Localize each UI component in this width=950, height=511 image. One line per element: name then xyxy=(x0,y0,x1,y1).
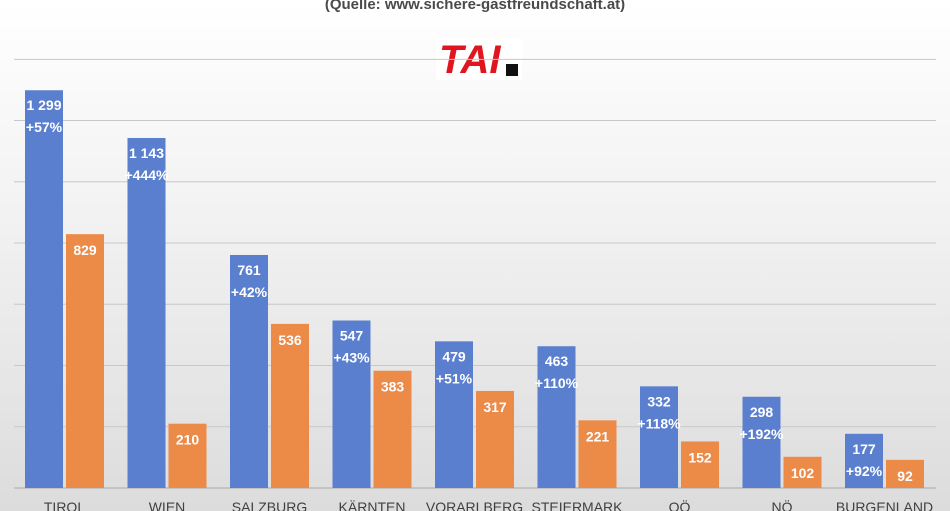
bar-series2 xyxy=(271,323,309,488)
bar-series2 xyxy=(66,234,104,488)
data-label-value: 210 xyxy=(176,432,200,448)
category-label: NÖ xyxy=(772,498,793,511)
bar-series1 xyxy=(332,320,371,488)
bar-series1 xyxy=(230,254,268,488)
data-label-change: +42% xyxy=(231,284,268,300)
data-label-value: 152 xyxy=(688,449,712,465)
source-caption: (Quelle: www.sichere-gastfreundschaft.at… xyxy=(324,0,626,13)
data-label-value: 102 xyxy=(791,465,815,481)
data-label-change: +57% xyxy=(26,119,63,135)
data-label-value: 829 xyxy=(73,242,97,258)
data-label-change: +51% xyxy=(436,370,473,386)
category-label: TIROL xyxy=(44,499,85,511)
bar-series2 xyxy=(783,456,822,488)
bar-series2 xyxy=(681,441,719,488)
data-label-value: 332 xyxy=(647,393,671,409)
data-label-change: +110% xyxy=(535,375,579,391)
data-label-value: 317 xyxy=(483,399,507,415)
bar-series1 xyxy=(640,386,678,488)
data-label-change: +92% xyxy=(846,463,883,479)
data-label-change: +444% xyxy=(125,167,170,183)
category-label: SALZBURG xyxy=(232,499,307,511)
data-label-value: 536 xyxy=(278,332,302,348)
data-label-value: 1 143 xyxy=(129,145,164,161)
bar-series1 xyxy=(537,346,576,488)
data-label-value: 479 xyxy=(442,348,466,364)
data-label-value: 463 xyxy=(545,353,569,369)
bar-series1 xyxy=(435,341,473,488)
bar-series2 xyxy=(578,420,617,488)
data-label-value: 177 xyxy=(852,441,876,457)
category-label: BURGENLAND xyxy=(836,499,933,511)
bar-series1 xyxy=(742,396,781,488)
bar-series1 xyxy=(845,433,883,488)
bar-series1 xyxy=(127,138,166,488)
data-label-value: 298 xyxy=(750,404,774,420)
bar-series1 xyxy=(25,90,63,488)
category-label: OÖ xyxy=(669,498,691,511)
data-label-value: 383 xyxy=(381,379,405,395)
data-label-change: +43% xyxy=(333,350,370,366)
data-label-value: 761 xyxy=(237,262,261,278)
category-label: VORARLBERG xyxy=(426,499,523,511)
data-label-change: +118% xyxy=(637,415,681,431)
bar-series2 xyxy=(886,459,924,488)
data-label-value: 1 299 xyxy=(26,97,61,113)
category-label: WIEN xyxy=(149,499,186,511)
bar-series2 xyxy=(476,390,514,488)
bar-series2 xyxy=(373,370,412,488)
bar-series2 xyxy=(168,423,207,488)
data-label-value: 92 xyxy=(897,468,913,484)
data-label-value: 547 xyxy=(340,328,364,344)
data-label-value: 221 xyxy=(586,428,610,444)
category-label: STEIERMARK xyxy=(531,499,623,511)
category-label: KÄRNTEN xyxy=(339,499,406,511)
data-label-change: +192% xyxy=(740,426,785,442)
